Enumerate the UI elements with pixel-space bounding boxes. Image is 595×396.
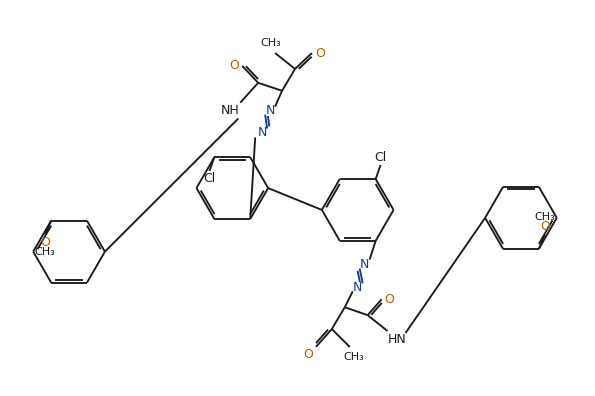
Text: CH₃: CH₃	[261, 38, 281, 48]
Text: CH₃: CH₃	[343, 352, 364, 362]
Text: O: O	[303, 348, 313, 362]
Text: N: N	[353, 281, 362, 294]
Text: O: O	[384, 293, 394, 306]
Text: N: N	[265, 104, 275, 117]
Text: N: N	[258, 126, 267, 139]
Text: CH₃: CH₃	[534, 212, 555, 222]
Text: O: O	[540, 221, 550, 234]
Text: N: N	[360, 258, 369, 271]
Text: Cl: Cl	[374, 150, 387, 164]
Text: O: O	[229, 59, 239, 72]
Text: O: O	[40, 236, 50, 249]
Text: O: O	[315, 46, 325, 59]
Text: Cl: Cl	[203, 172, 215, 185]
Text: CH₃: CH₃	[35, 248, 55, 257]
Text: HN: HN	[388, 333, 407, 345]
Text: NH: NH	[221, 104, 240, 117]
